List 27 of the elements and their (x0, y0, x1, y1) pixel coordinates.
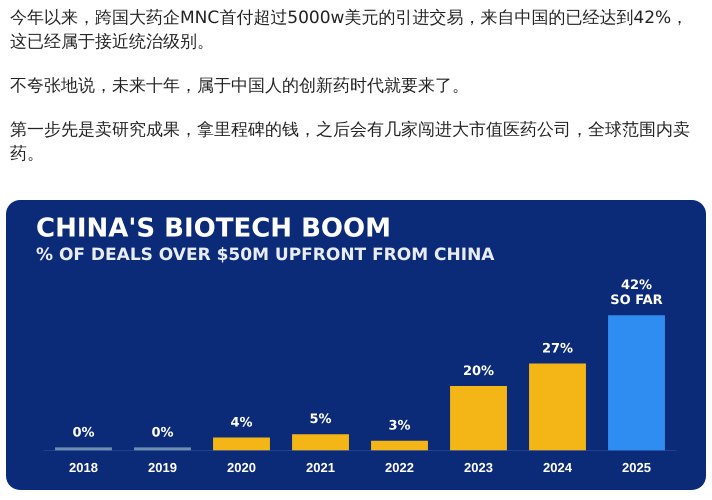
data-label: 0% (72, 425, 95, 440)
data-label: 5% (309, 412, 332, 428)
x-tick-label: 2021 (306, 460, 335, 475)
bar (292, 434, 349, 450)
bar (529, 364, 586, 450)
x-tick-label: 2019 (148, 460, 177, 475)
data-label: 27% (542, 341, 574, 356)
x-tick-label: 2020 (227, 460, 256, 475)
x-tick-label: 2024 (543, 460, 573, 475)
x-tick-label: 2025 (622, 460, 651, 475)
text: 第一步先是卖研究成果，拿里程碑的钱，之后会有几家闯进大市值医药公司，全球范围内卖药。 (10, 119, 691, 166)
bar (450, 386, 507, 450)
data-label: 3% (388, 418, 411, 434)
x-tick-label: 2022 (385, 460, 414, 475)
bar (213, 438, 270, 450)
bar (608, 315, 665, 450)
data-label: 0% (151, 425, 174, 440)
x-tick-label: 2023 (464, 460, 493, 475)
data-label: 4% (230, 415, 253, 430)
text: 今年以来，跨国大药企MNC首付超过5000w美元的引进交易，来自中国的已经达到42%，这已经属于接近统治级别。 (10, 7, 690, 54)
data-label: 20% (462, 364, 494, 379)
chart-subtitle: % OF DEALS OVER $50M UPFRONT FROM CHINA (36, 244, 496, 265)
data-label: 42% SO FAR (610, 278, 663, 308)
text: 不夸张地说，未来十年，属于中国人的创新药时代就要来了。 (10, 75, 470, 98)
x-tick-label: 2018 (69, 460, 98, 475)
chart-title: CHINA'S BIOTECH BOOM (36, 213, 392, 244)
bar (371, 440, 428, 450)
